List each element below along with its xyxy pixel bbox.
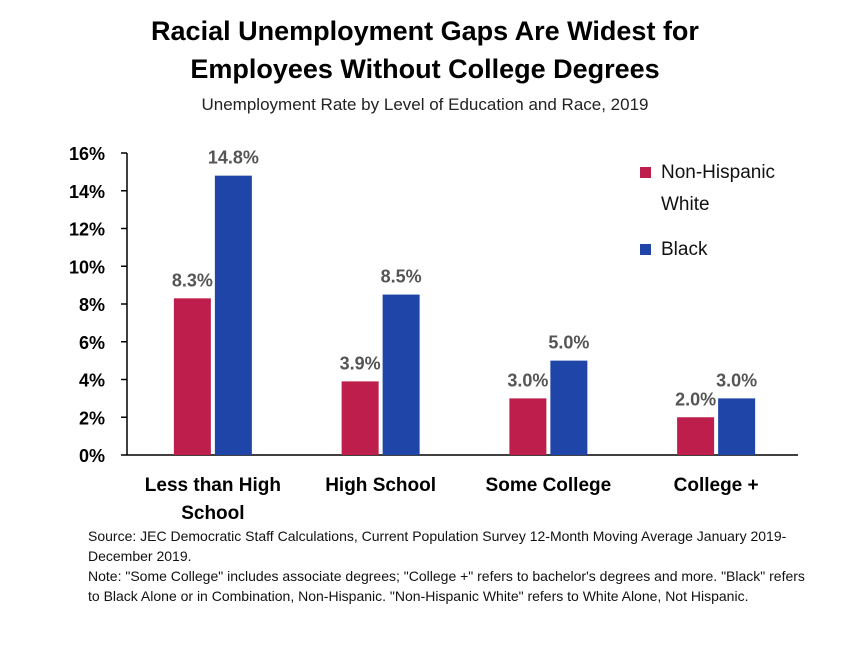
y-tick-label: 10% <box>69 257 105 277</box>
chart-title-line-2: Employees Without College Degrees <box>190 54 660 84</box>
chart-title-line-1: Racial Unemployment Gaps Are Widest for <box>151 16 699 46</box>
bar-black <box>214 175 252 455</box>
bar-black <box>382 294 420 455</box>
x-category-label: Less than High <box>145 475 281 496</box>
legend-swatch-black <box>640 244 651 255</box>
bar-white <box>173 298 211 455</box>
data-label: 8.3% <box>172 270 213 290</box>
legend-label-white-line2: White <box>661 194 710 215</box>
data-label: 14.8% <box>208 148 259 168</box>
data-label: 5.0% <box>548 333 589 353</box>
y-tick-label: 14% <box>69 182 105 202</box>
source-note: Source: JEC Democratic Staff Calculation… <box>88 528 787 564</box>
bar-white <box>509 398 547 455</box>
y-tick-label: 16% <box>69 144 105 164</box>
chart-title: Racial Unemployment Gaps Are Widest for … <box>0 12 850 88</box>
bar-black <box>550 360 588 455</box>
data-label: 3.0% <box>716 370 757 390</box>
bar-white <box>677 417 715 455</box>
data-label: 2.0% <box>675 389 716 409</box>
y-tick-label: 0% <box>79 446 105 466</box>
definition-note: Note: "Some College" includes associate … <box>88 568 805 604</box>
x-category-label: College + <box>674 475 759 496</box>
legend-label-white: Non-Hispanic <box>661 162 775 183</box>
y-tick-label: 4% <box>79 371 105 391</box>
y-tick-label: 2% <box>79 408 105 428</box>
data-label: 8.5% <box>381 267 422 287</box>
x-category-label: Some College <box>486 475 612 496</box>
bar-white <box>341 381 379 455</box>
y-tick-label: 6% <box>79 333 105 353</box>
chart-subtitle: Unemployment Rate by Level of Education … <box>201 95 649 114</box>
y-tick-label: 12% <box>69 220 105 240</box>
y-tick-label: 8% <box>79 295 105 315</box>
data-label: 3.0% <box>507 370 548 390</box>
bar-black <box>718 398 756 455</box>
chart-notes: Source: JEC Democratic Staff Calculation… <box>88 526 808 606</box>
data-label: 3.9% <box>340 353 381 373</box>
bar-chart: 0% 2% 4% 6% 8% 10% 12% 14% 16% 8.3% 14.8% Less than… <box>69 144 798 524</box>
legend-label-black: Black <box>661 239 708 260</box>
x-category-label: High School <box>325 475 436 496</box>
x-category-label: School <box>181 503 244 524</box>
legend-swatch-white <box>640 167 651 178</box>
